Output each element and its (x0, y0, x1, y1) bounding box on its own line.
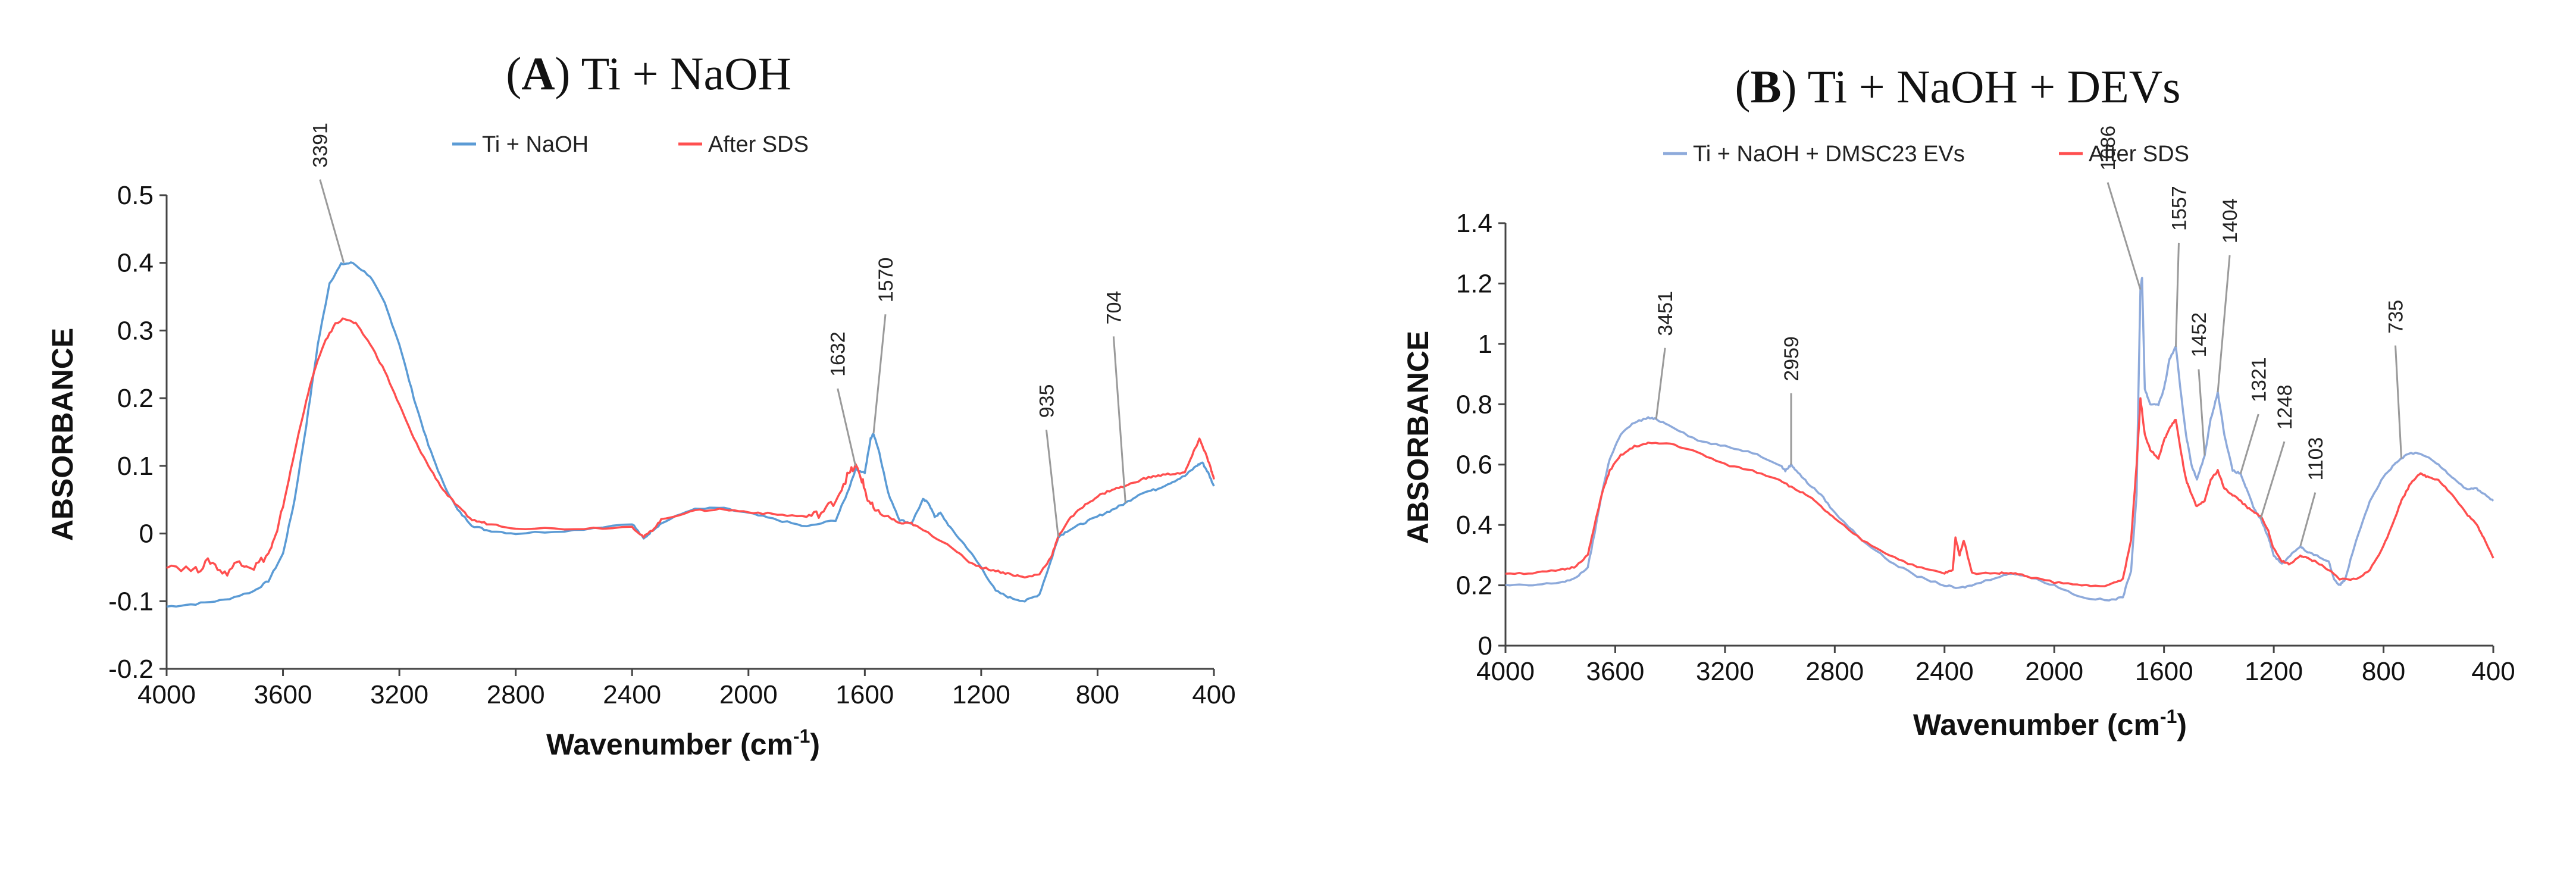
chart-a-y-tick-label: 0 (139, 520, 154, 549)
chart-a-legend: Ti + NaOH After SDS (452, 132, 809, 157)
chart-b-y-tick-label: 0 (1478, 631, 1492, 661)
chart-a-y-tick-label: -0.1 (108, 587, 154, 616)
chart-a-title-text: Ti + NaOH (581, 48, 791, 99)
chart-b-peak-leader (2259, 441, 2286, 520)
chart-b-y-tick-label: 1.2 (1456, 269, 1492, 298)
chart-b-peak-label: 1557 (2168, 186, 2190, 231)
chart-a-peak-leader (1112, 336, 1126, 503)
chart-a-y-tick-label: 0.4 (117, 249, 154, 278)
chart-a-title-letter: A (521, 48, 555, 99)
chart-a-y-tick-label: 0.1 (117, 452, 154, 481)
chart-b-title-text: Ti + NaOH + DEVs (1808, 61, 2181, 112)
chart-b-legend-label-1: Ti + NaOH + DMSC23 EVs (1693, 142, 1965, 167)
chart-b-x-tick-label: 2000 (2025, 657, 2083, 686)
chart-a-peak-leader (319, 179, 345, 264)
chart-b-x-tick-label: 3200 (1696, 657, 1754, 686)
chart-b-peak-leader (2395, 345, 2403, 459)
chart-b-x-axis-label-sup: -1 (2160, 706, 2177, 727)
chart-a-peak-label: 1632 (827, 331, 850, 377)
chart-b-x-tick-label: 2800 (1805, 657, 1864, 686)
chart-a-x-tick-label: 2000 (719, 680, 778, 709)
chart-a-legend-label-2: After SDS (708, 132, 809, 157)
chart-a-x-tick-label: 400 (1192, 680, 1235, 709)
chart-b-y-tick-label: 0.2 (1456, 571, 1492, 600)
chart-b-title: (B) Ti + NaOH + DEVs (1735, 61, 2181, 112)
chart-a-x-tick-label: 4000 (137, 680, 196, 709)
chart-b-peak-label: 1103 (2305, 437, 2327, 481)
chart-b-x-axis-label-text: Wavenumber (cm (1913, 708, 2160, 741)
chart-b-y-tick-label: 0.8 (1456, 390, 1492, 419)
chart-b-x-tick-label: 4000 (1476, 657, 1535, 686)
chart-b-x-axis-label: Wavenumber (cm-1) (1913, 706, 2187, 741)
chart-a-x-tick-label: 2800 (487, 680, 545, 709)
chart-a-peak-leader (837, 388, 857, 467)
chart-a-y-tick-label: -0.2 (108, 655, 154, 684)
chart-b-y-tick-label: 0.6 (1456, 450, 1492, 480)
chart-b-peak-label: 1452 (2188, 312, 2211, 358)
chart-a-x-tick-label: 1600 (835, 680, 894, 709)
chart-b-x-tick-label: 1200 (2245, 657, 2303, 686)
chart-a-x-axis-label-text: Wavenumber (cm (546, 728, 793, 761)
chart-a-x-tick-label: 3200 (370, 680, 428, 709)
chart-b-peak-label: 1321 (2248, 357, 2270, 402)
chart-a-peak-label: 935 (1035, 384, 1058, 418)
chart-a-series-1-line (166, 261, 1215, 608)
chart-a-title: (A) Ti + NaOH (506, 48, 791, 99)
chart-a-peak-label: 704 (1103, 291, 1125, 325)
chart-b-y-axis-label: ABSORBANCE (1401, 331, 1435, 544)
chart-b-peak-leader (2239, 414, 2259, 474)
chart-a-legend-label-1: Ti + NaOH (482, 132, 589, 157)
chart-b-peak-label: 1686 (2097, 126, 2120, 171)
chart-b: (B) Ti + NaOH + DEVs Ti + NaOH + DMSC23 … (1401, 61, 2515, 741)
chart-a-y-tick-label: 0.5 (117, 181, 154, 210)
chart-b-peak-label: 735 (2385, 300, 2408, 334)
chart-b-peak-leader (1655, 348, 1666, 420)
chart-a-x-axis-label: Wavenumber (cm-1) (546, 725, 820, 761)
chart-b-peak-leader (2217, 255, 2231, 393)
chart-b-peak-leader (2198, 369, 2206, 456)
chart-b-x-tick-label: 1600 (2135, 657, 2193, 686)
chart-a-x-tick-label: 1200 (952, 680, 1010, 709)
chart-a-peak-label: 3391 (309, 123, 332, 168)
chart-b-peak-label: 1404 (2219, 198, 2242, 243)
chart-a-x-tick-label: 3600 (254, 680, 312, 709)
chart-b-series-2-line (1505, 397, 2494, 587)
chart-b-x-tick-label: 3600 (1586, 657, 1644, 686)
chart-b-peak-label: 2959 (1780, 336, 1803, 381)
chart-b-series-1-line (1505, 277, 2494, 602)
chart-a-y-axis-label: ABSORBANCE (46, 328, 79, 541)
chart-b-title-letter: B (1751, 61, 1782, 112)
chart-a-x-axis-label-sup: -1 (793, 725, 810, 747)
chart-b-legend: Ti + NaOH + DMSC23 EVs After SDS (1663, 142, 2189, 167)
chart-b-peak-leader (2299, 492, 2317, 547)
chart-a: (A) Ti + NaOH Ti + NaOH After SDS -0.2 -0… (46, 48, 1236, 761)
chart-b-x-tick-label: 2400 (1915, 657, 1974, 686)
chart-a-x-tick-label: 2400 (603, 680, 661, 709)
chart-a-peak-label: 1570 (875, 258, 897, 303)
chart-b-peak-leader (2107, 182, 2142, 290)
chart-b-legend-label-2: After SDS (2089, 142, 2189, 167)
chart-b-x-axis-label-end: ) (2177, 708, 2187, 741)
chart-a-y-tick-label: 0.2 (117, 384, 154, 413)
chart-b-peak-label: 3451 (1654, 291, 1677, 336)
chart-a-x-axis-label-end: ) (810, 728, 820, 761)
chart-b-y-tick-label: 1 (1478, 330, 1492, 359)
chart-b-y-tick-label: 1.4 (1456, 209, 1492, 238)
chart-a-y-tick-label: 0.3 (117, 316, 154, 345)
chart-a-peak-leader (872, 314, 887, 434)
chart-a-series-2-line (166, 317, 1215, 579)
chart-a-x-tick-label: 800 (1076, 680, 1119, 709)
chart-b-peak-leader (2174, 242, 2180, 347)
chart-b-peak-label: 1248 (2274, 384, 2296, 430)
chart-b-x-tick-label: 400 (2471, 657, 2515, 686)
chart-a-peak-leader (1045, 430, 1059, 537)
chart-b-y-tick-label: 0.4 (1456, 511, 1492, 540)
chart-b-x-tick-label: 800 (2362, 657, 2405, 686)
